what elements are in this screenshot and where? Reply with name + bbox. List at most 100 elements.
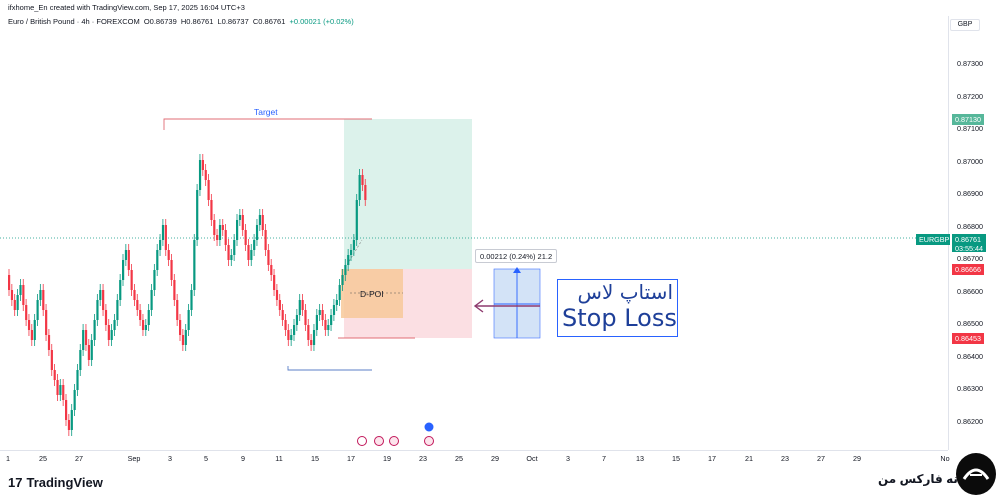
- candle-body: [321, 310, 324, 320]
- price-axis[interactable]: 0.87300 0.87200 0.87100 0.87000 0.86900 0.868…: [948, 16, 1000, 450]
- candle-body: [33, 320, 36, 340]
- time-tick-label: 15: [672, 454, 680, 463]
- dpoi-label: D-POI: [360, 289, 384, 299]
- time-tick-label: 1: [6, 454, 10, 463]
- candle-body: [113, 320, 116, 330]
- close-value: C0.86761: [252, 17, 286, 26]
- candle-body: [53, 370, 56, 380]
- time-axis[interactable]: 1 25 27 Sep 3 5 9 11 15 17 19 23 25 29 Oct 3 7 13 15 17 21 23…: [0, 450, 950, 464]
- time-tick-label: 15: [311, 454, 319, 463]
- candle-body: [153, 270, 156, 290]
- candle-body: [227, 245, 230, 260]
- candle-body: [255, 225, 259, 240]
- candle-body: [247, 245, 250, 260]
- candle-body: [19, 285, 22, 295]
- time-tick-label: 13: [636, 454, 644, 463]
- candle-body: [104, 310, 108, 325]
- candle-body: [65, 400, 68, 420]
- candle-body: [218, 225, 222, 240]
- candle-body: [10, 290, 14, 300]
- candle-body: [216, 235, 219, 240]
- time-tick-label: Sep: [127, 454, 141, 463]
- candle-body: [327, 325, 330, 330]
- candle-body: [110, 330, 113, 340]
- candle-body: [39, 290, 42, 300]
- stop-loss-callout: [557, 279, 678, 337]
- candle-body: [233, 240, 236, 255]
- last-price-tag: 0.86761 03:55:44: [952, 234, 986, 253]
- candle-body: [284, 320, 287, 330]
- candle-body: [310, 340, 313, 345]
- currency-button[interactable]: GBP: [950, 19, 980, 31]
- time-tick-label: 5: [204, 454, 208, 463]
- symbol-legend[interactable]: Euro / British Pound · 4h · FOREXCOM O0.…: [8, 17, 354, 26]
- time-tick-label: 7: [602, 454, 606, 463]
- measure-readout: 0.00212 (0.24%) 21.2: [475, 249, 558, 263]
- candle-body: [30, 330, 33, 340]
- footer: 17 TradingView خانه فارکس من: [0, 464, 1000, 500]
- candle-body: [179, 320, 182, 335]
- price-tick-label: 0.86300: [957, 384, 983, 393]
- candle-body: [287, 330, 290, 340]
- candle-body: [50, 350, 53, 370]
- candle-body: [22, 285, 25, 305]
- price-tick-label: 0.87000: [957, 156, 983, 166]
- candle-body: [173, 280, 176, 300]
- candle-body: [196, 190, 199, 240]
- price-tick-label: 0.87100: [957, 124, 983, 133]
- candle-body: [119, 280, 122, 300]
- candle-body: [82, 330, 85, 350]
- price-tick-label: 0.86200: [957, 416, 983, 426]
- candle-body: [87, 345, 90, 360]
- tradingview-logo[interactable]: 17 TradingView: [8, 475, 103, 490]
- candle-body: [358, 175, 361, 200]
- candle-body: [307, 325, 310, 340]
- event-icon: [424, 436, 434, 446]
- candle-body: [230, 255, 233, 260]
- candle-body: [147, 310, 150, 325]
- stop-loss-persian: استاپ لاس: [577, 280, 673, 304]
- candle-body: [93, 320, 96, 340]
- low-value: L0.86737: [217, 17, 249, 26]
- candle-body: [344, 265, 347, 275]
- candle-body: [224, 230, 227, 245]
- candle-body: [45, 310, 48, 335]
- time-tick-label: 21: [745, 454, 753, 463]
- candle-body: [13, 300, 16, 310]
- candle-body: [16, 295, 19, 310]
- candle-body: [136, 300, 139, 310]
- candle-body: [156, 250, 159, 270]
- price-tick-label: 0.86700: [957, 254, 983, 263]
- candle-body: [176, 300, 179, 320]
- candle-body: [290, 335, 293, 340]
- candle-body: [332, 305, 336, 315]
- candle-body: [56, 380, 59, 395]
- candle-body: [330, 315, 333, 325]
- candle-body: [281, 310, 284, 320]
- candle-body: [347, 255, 350, 265]
- candle-body: [170, 260, 173, 280]
- stop-price-tag: 0.86453: [952, 333, 984, 344]
- event-icon: [374, 436, 384, 446]
- candle-body: [73, 390, 76, 410]
- target-price-tag: 0.87130: [952, 114, 984, 125]
- candle-body: [261, 215, 264, 230]
- candle-body: [70, 410, 73, 430]
- candle-body: [275, 290, 279, 300]
- candle-body: [324, 320, 327, 330]
- open-value: O0.86739: [143, 17, 177, 26]
- time-tick-label: 27: [75, 454, 83, 463]
- candle-body: [99, 290, 102, 300]
- candle-body: [293, 325, 296, 335]
- candle-body: [47, 335, 51, 350]
- time-tick-label: Oct: [526, 454, 538, 463]
- candle-body: [241, 215, 244, 230]
- price-tick-label: 0.86500: [957, 319, 983, 328]
- price-tick-label: 0.87300: [957, 59, 983, 68]
- candle-body: [62, 385, 65, 400]
- price-tick-label: 0.86400: [957, 351, 983, 361]
- candle-body: [67, 420, 71, 430]
- candle-body: [190, 290, 193, 310]
- price-chart[interactable]: [0, 0, 948, 450]
- candle-body: [150, 290, 153, 310]
